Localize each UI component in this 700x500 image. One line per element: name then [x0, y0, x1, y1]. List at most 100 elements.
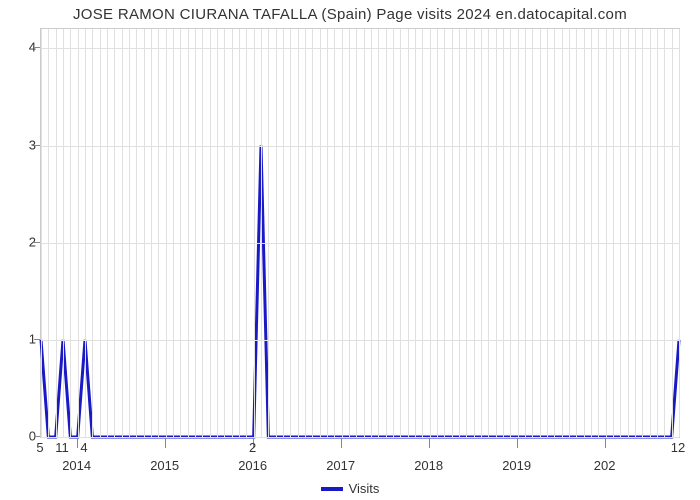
- gridline-v: [474, 29, 475, 437]
- gridline-v: [598, 29, 599, 437]
- x-tick: [429, 438, 430, 448]
- gridline-v: [276, 29, 277, 437]
- chart-container: { "title": "JOSE RAMON CIURANA TAFALLA (…: [0, 0, 700, 500]
- y-tick: [34, 339, 40, 340]
- gridline-v: [246, 29, 247, 437]
- gridline-v: [210, 29, 211, 437]
- y-tick-label: 4: [12, 40, 36, 55]
- chart-title: JOSE RAMON CIURANA TAFALLA (Spain) Page …: [0, 6, 700, 23]
- gridline-v: [415, 29, 416, 437]
- gridline-v: [672, 29, 673, 437]
- gridline-v: [195, 29, 196, 437]
- gridline-v: [576, 29, 577, 437]
- x-tick: [165, 438, 166, 448]
- gridline-v: [290, 29, 291, 437]
- gridline-v: [107, 29, 108, 437]
- gridline-v: [613, 29, 614, 437]
- gridline-v: [188, 29, 189, 437]
- gridline-v: [664, 29, 665, 437]
- gridline-v: [349, 29, 350, 437]
- gridline-v: [562, 29, 563, 437]
- legend-label: Visits: [349, 481, 380, 496]
- x-tick: [605, 438, 606, 448]
- gridline-v: [569, 29, 570, 437]
- gridline-v: [100, 29, 101, 437]
- gridline-v: [173, 29, 174, 437]
- legend: Visits: [0, 480, 700, 496]
- x-point-label: 4: [80, 440, 87, 455]
- gridline-v: [114, 29, 115, 437]
- x-tick: [77, 438, 78, 448]
- gridline-v: [239, 29, 240, 437]
- gridline-v: [56, 29, 57, 437]
- y-tick: [34, 47, 40, 48]
- gridline-v: [122, 29, 123, 437]
- gridline-v: [202, 29, 203, 437]
- x-major-label: 2017: [326, 458, 355, 473]
- gridline-v: [334, 29, 335, 437]
- plot-area: [40, 28, 680, 438]
- y-tick: [34, 145, 40, 146]
- x-major-label: 202: [594, 458, 616, 473]
- gridline-v: [650, 29, 651, 437]
- gridline-v: [327, 29, 328, 437]
- gridline-v: [283, 29, 284, 437]
- gridline-v: [129, 29, 130, 437]
- gridline-v: [298, 29, 299, 437]
- gridline-v: [217, 29, 218, 437]
- gridline-v: [554, 29, 555, 437]
- gridline-v: [430, 29, 431, 437]
- gridline-v: [503, 29, 504, 437]
- gridline-v: [180, 29, 181, 437]
- gridline-v: [547, 29, 548, 437]
- gridline-v: [540, 29, 541, 437]
- gridline-v: [224, 29, 225, 437]
- y-tick-label: 0: [12, 429, 36, 444]
- gridline-v: [466, 29, 467, 437]
- x-point-label: 11: [55, 440, 69, 455]
- legend-swatch: [321, 487, 343, 491]
- x-point-label: 2: [249, 440, 256, 455]
- gridline-v: [679, 29, 680, 437]
- gridline-v: [518, 29, 519, 437]
- x-major-label: 2018: [414, 458, 443, 473]
- x-tick: [341, 438, 342, 448]
- gridline-v: [48, 29, 49, 437]
- gridline-v: [532, 29, 533, 437]
- gridline-v: [488, 29, 489, 437]
- x-point-label: 12: [671, 440, 685, 455]
- gridline-v: [452, 29, 453, 437]
- gridline-v: [151, 29, 152, 437]
- gridline-v: [371, 29, 372, 437]
- gridline-v: [41, 29, 42, 437]
- gridline-v: [70, 29, 71, 437]
- gridline-v: [591, 29, 592, 437]
- gridline-v: [510, 29, 511, 437]
- gridline-v: [459, 29, 460, 437]
- gridline-v: [144, 29, 145, 437]
- gridline-v: [444, 29, 445, 437]
- gridline-v: [657, 29, 658, 437]
- y-tick: [34, 436, 40, 437]
- gridline-v: [422, 29, 423, 437]
- gridline-v: [305, 29, 306, 437]
- gridline-v: [635, 29, 636, 437]
- x-major-label: 2016: [238, 458, 267, 473]
- gridline-v: [481, 29, 482, 437]
- gridline-v: [606, 29, 607, 437]
- y-tick-label: 2: [12, 234, 36, 249]
- x-major-label: 2019: [502, 458, 531, 473]
- gridline-v: [254, 29, 255, 437]
- gridline-v: [584, 29, 585, 437]
- gridline-v: [400, 29, 401, 437]
- gridline-v: [320, 29, 321, 437]
- gridline-v: [261, 29, 262, 437]
- gridline-v: [525, 29, 526, 437]
- y-tick: [34, 242, 40, 243]
- y-tick-label: 1: [12, 331, 36, 346]
- gridline-v: [85, 29, 86, 437]
- gridline-v: [620, 29, 621, 437]
- gridline-v: [393, 29, 394, 437]
- gridline-v: [92, 29, 93, 437]
- x-major-label: 2014: [62, 458, 91, 473]
